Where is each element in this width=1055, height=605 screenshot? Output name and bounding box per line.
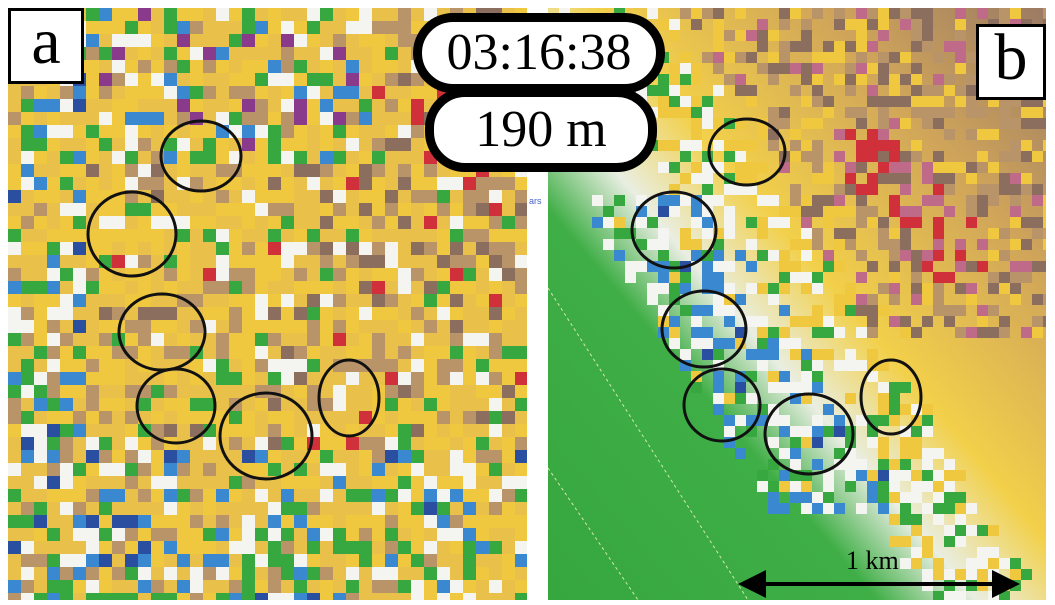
vortex-circle bbox=[218, 391, 314, 481]
vortex-circle bbox=[763, 392, 855, 476]
vortex-circle bbox=[660, 289, 748, 369]
scale-bar-arrow bbox=[738, 570, 1020, 598]
panel-letter-a: a bbox=[8, 8, 84, 84]
vortex-circle bbox=[86, 190, 178, 278]
vortex-circle bbox=[630, 190, 718, 270]
vortex-circle bbox=[159, 119, 243, 193]
scale-bar-label: 1 km bbox=[846, 546, 899, 575]
vortex-circle bbox=[859, 358, 923, 436]
vortex-circle bbox=[682, 367, 762, 443]
panel-letter-b: b bbox=[976, 24, 1046, 100]
vortex-circle bbox=[135, 367, 217, 445]
time-label: 03:16:38 bbox=[413, 13, 665, 93]
vortex-circle bbox=[317, 358, 381, 438]
vortex-circle bbox=[707, 117, 787, 187]
panel-tag: ars bbox=[529, 196, 542, 206]
height-label: 190 m bbox=[425, 88, 657, 172]
